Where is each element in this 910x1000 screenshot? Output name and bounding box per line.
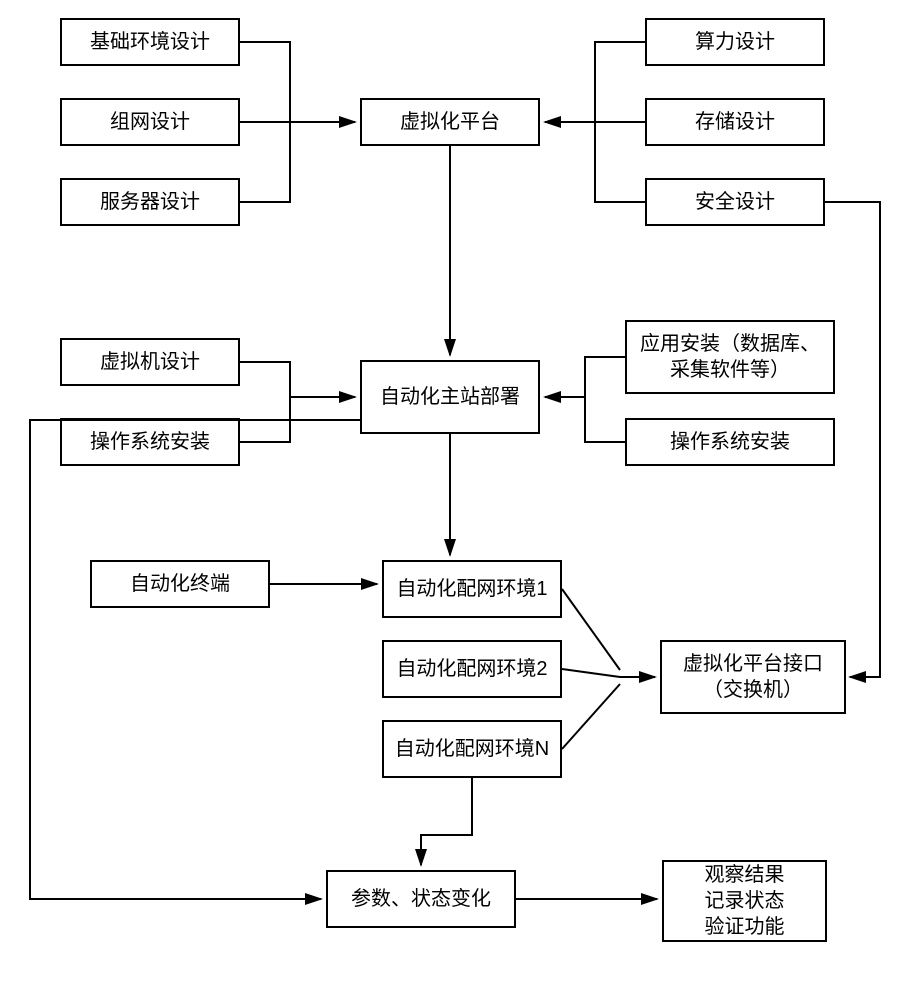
- node-auto-net-env-1: 自动化配网环境1: [382, 560, 562, 618]
- node-label: 操作系统安装: [670, 429, 790, 455]
- node-label: 操作系统安装: [90, 429, 210, 455]
- node-os-install-right: 操作系统安装: [625, 418, 835, 466]
- node-label: 自动化配网环境N: [395, 736, 549, 762]
- node-label: 自动化主站部署: [380, 384, 520, 410]
- node-label: 组网设计: [110, 109, 190, 135]
- node-param-state-change: 参数、状态变化: [326, 870, 516, 928]
- node-auto-net-env-2: 自动化配网环境2: [382, 640, 562, 698]
- node-observe-record-verify: 观察结果 记录状态 验证功能: [662, 860, 827, 942]
- node-label: 存储设计: [695, 109, 775, 135]
- node-label: 安全设计: [695, 189, 775, 215]
- flowchart-connectors: [0, 0, 910, 1000]
- node-label: 虚拟化平台: [400, 109, 500, 135]
- node-app-install: 应用安装（数据库、采集软件等）: [625, 320, 835, 394]
- node-vm-design: 虚拟机设计: [60, 338, 240, 386]
- node-label: 虚拟化平台接口（交换机）: [666, 651, 840, 703]
- node-automation-terminal: 自动化终端: [90, 560, 270, 608]
- node-label: 观察结果 记录状态 验证功能: [705, 862, 785, 940]
- node-label: 虚拟机设计: [100, 349, 200, 375]
- node-label: 自动化配网环境2: [396, 656, 547, 682]
- node-virt-platform-interface: 虚拟化平台接口（交换机）: [660, 640, 846, 714]
- node-automation-master-deploy: 自动化主站部署: [360, 360, 540, 434]
- node-label: 参数、状态变化: [351, 886, 491, 912]
- node-compute-design: 算力设计: [645, 18, 825, 66]
- node-basic-env-design: 基础环境设计: [60, 18, 240, 66]
- node-label: 基础环境设计: [90, 29, 210, 55]
- node-label: 应用安装（数据库、采集软件等）: [631, 331, 829, 383]
- node-label: 自动化终端: [130, 571, 230, 597]
- node-label: 算力设计: [695, 29, 775, 55]
- node-network-design: 组网设计: [60, 98, 240, 146]
- node-os-install-left: 操作系统安装: [60, 418, 240, 466]
- node-label: 服务器设计: [100, 189, 200, 215]
- node-label: 自动化配网环境1: [396, 576, 547, 602]
- node-auto-net-env-n: 自动化配网环境N: [382, 720, 562, 778]
- node-server-design: 服务器设计: [60, 178, 240, 226]
- node-virtualization-platform: 虚拟化平台: [360, 98, 540, 146]
- node-security-design: 安全设计: [645, 178, 825, 226]
- node-storage-design: 存储设计: [645, 98, 825, 146]
